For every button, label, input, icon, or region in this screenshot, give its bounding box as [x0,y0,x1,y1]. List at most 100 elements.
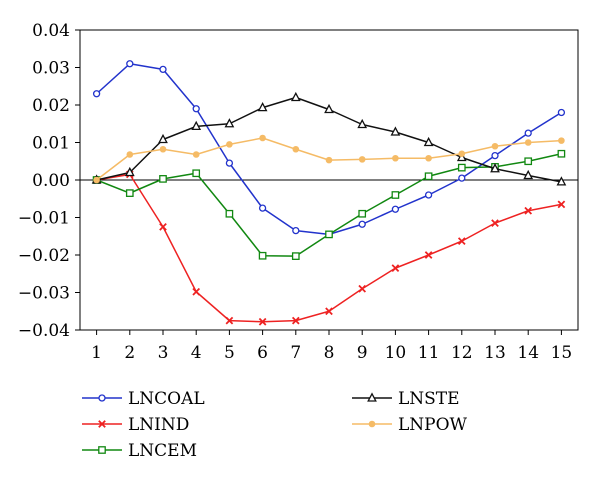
data-point-lnste [490,163,500,173]
data-point-lnind [291,316,300,325]
data-point-lnpow [292,145,300,153]
series-lnind [92,170,566,326]
data-point-lnind [524,206,533,215]
data-point-lnste [158,133,168,144]
axes: 0.04 0.03 0.02 0.01 0.00 −0.01 −0.02 −0.03 −0.04… [18,21,579,363]
data-point-lnind [325,307,333,316]
x-tick-label: 11 [418,343,440,363]
legend-item-lncoal: LNCOAL [82,389,205,409]
data-point-lnpow [325,156,333,164]
series-lnpow [93,134,565,184]
data-point-lncem [358,209,367,218]
legend-item-lncem: LNCEM [82,441,197,461]
data-point-lncoal [458,174,466,182]
data-point-lnind [258,317,267,326]
x-tick-label: 2 [124,343,135,363]
legend-label-lnste: LNSTE [398,389,460,409]
data-point-lnind [192,287,201,296]
data-point-lncoal [557,108,566,117]
x-tick-label: 7 [290,343,301,363]
data-point-lnpow [159,145,167,153]
legend: LNCOAL LNIND LNCEM LNSTE LNPOW [82,389,468,461]
data-point-lncem [557,149,566,158]
legend-marker-lncoal [98,394,106,402]
y-tick-label: −0.01 [18,209,70,229]
y-tick-label: 0.03 [32,59,70,79]
data-point-lncem [391,191,400,199]
data-point-lnpow [458,150,466,158]
y-tick-label: 0.02 [32,96,70,116]
y-tick-label: 0.00 [32,171,70,191]
data-point-lncem [258,251,267,260]
series-lnste [91,91,567,186]
y-tick-label: 0.04 [32,21,70,41]
legend-item-lnste: LNSTE [352,389,460,409]
legend-marker-lnste [367,392,377,402]
x-tick-label: 4 [191,343,202,363]
x-tick-label: 12 [451,343,473,363]
legend-marker-lncem [98,446,106,454]
x-tick-label: 9 [357,343,368,363]
data-point-lnste [556,176,567,186]
data-point-lnste [357,118,368,129]
legend-label-lnind: LNIND [128,415,189,435]
data-point-lncoal [391,205,400,213]
data-point-lncoal [491,151,499,160]
data-point-lnpow [425,154,432,162]
data-point-lncoal [292,226,300,235]
data-point-lncem [192,169,201,178]
series-line-lnind [96,173,562,323]
data-point-lncoal [92,90,101,98]
data-point-lnste [423,136,434,147]
data-point-lnind [424,251,433,259]
data-point-lncem [159,175,167,183]
data-point-lnpow [226,141,233,148]
y-tick-label: −0.03 [18,284,70,304]
series-group [91,60,567,326]
data-point-lnpow [358,156,366,163]
data-point-lncem [125,189,134,197]
data-point-lncoal [159,65,167,74]
legend-marker-lnpow [368,420,376,428]
data-point-lncem [225,209,234,218]
data-point-lnste [290,91,301,102]
data-point-lncoal [126,60,134,68]
x-tick-label: 14 [517,343,539,363]
data-point-lnpow [93,176,100,184]
legend-marker-lnind [98,420,106,428]
data-point-lncem [325,230,333,239]
x-tick-label: 13 [484,343,506,363]
x-tick-label: 8 [324,343,335,363]
data-point-lncoal [225,159,234,167]
data-point-lnind [159,223,167,231]
data-point-lnpow [192,151,200,158]
x-tick-label: 15 [551,343,573,363]
data-point-lncem [524,157,533,166]
y-tick-label: −0.04 [18,321,70,341]
x-tick-label: 6 [257,343,268,363]
data-point-lnind [225,316,234,325]
data-point-lnste [257,102,268,112]
data-point-lnste [523,169,534,180]
legend-label-lncoal: LNCOAL [128,389,205,409]
legend-label-lnpow: LNPOW [398,415,468,435]
data-point-lnind [358,284,367,293]
y-tick-label: 0.01 [32,134,70,154]
data-point-lnste [390,126,401,136]
data-point-lncem [291,252,300,260]
data-point-lncoal [358,220,366,228]
data-point-lnpow [524,139,532,146]
data-point-lnind [491,219,499,227]
data-point-lncoal [258,204,267,212]
data-point-lncoal [192,105,200,113]
data-point-lncoal [524,129,532,137]
data-point-lnpow [491,142,499,150]
data-point-lnind [557,200,566,209]
data-point-lnpow [558,137,565,144]
data-point-lnind [457,237,466,245]
x-tick-label: 1 [91,343,102,363]
data-point-lnpow [392,154,399,162]
x-tick-label: 5 [224,343,235,363]
